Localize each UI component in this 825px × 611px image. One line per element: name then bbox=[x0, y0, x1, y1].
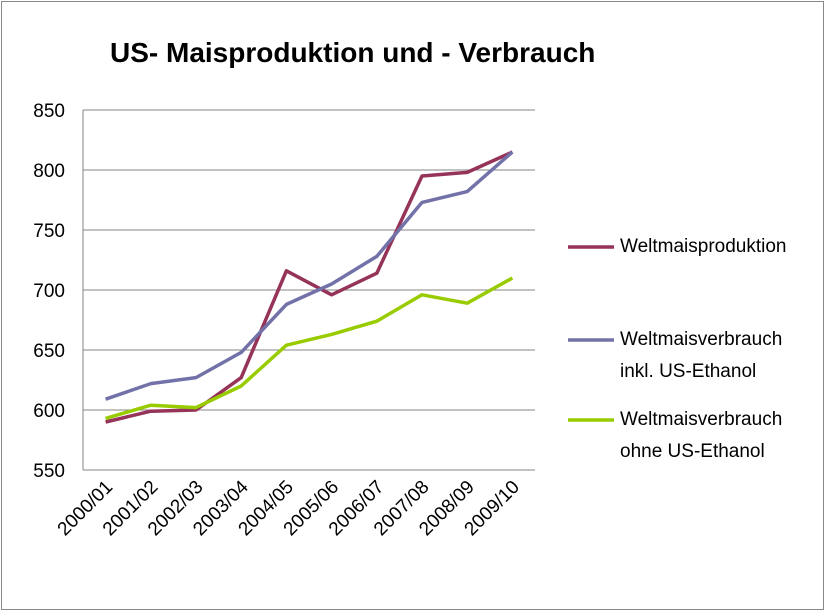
y-tick-label: 700 bbox=[33, 281, 65, 302]
legend-label: Weltmaisproduktion bbox=[620, 236, 787, 257]
line bbox=[105, 150, 514, 424]
y-tick-label: 550 bbox=[33, 461, 65, 482]
legend-label: Weltmaisverbrauch ohne US-Ethanol bbox=[620, 409, 783, 462]
y-tick-label: 850 bbox=[33, 101, 65, 122]
line bbox=[105, 276, 514, 421]
y-tick-label: 650 bbox=[33, 341, 65, 362]
chart-title: US- Maisproduktion und - Verbrauch bbox=[110, 37, 595, 68]
y-tick-label: 600 bbox=[33, 401, 65, 422]
y-tick-label: 750 bbox=[33, 221, 65, 242]
legend-label: Weltmaisverbrauch inkl. US-Ethanol bbox=[620, 329, 783, 382]
line bbox=[105, 150, 514, 401]
y-tick-label: 800 bbox=[33, 161, 65, 182]
